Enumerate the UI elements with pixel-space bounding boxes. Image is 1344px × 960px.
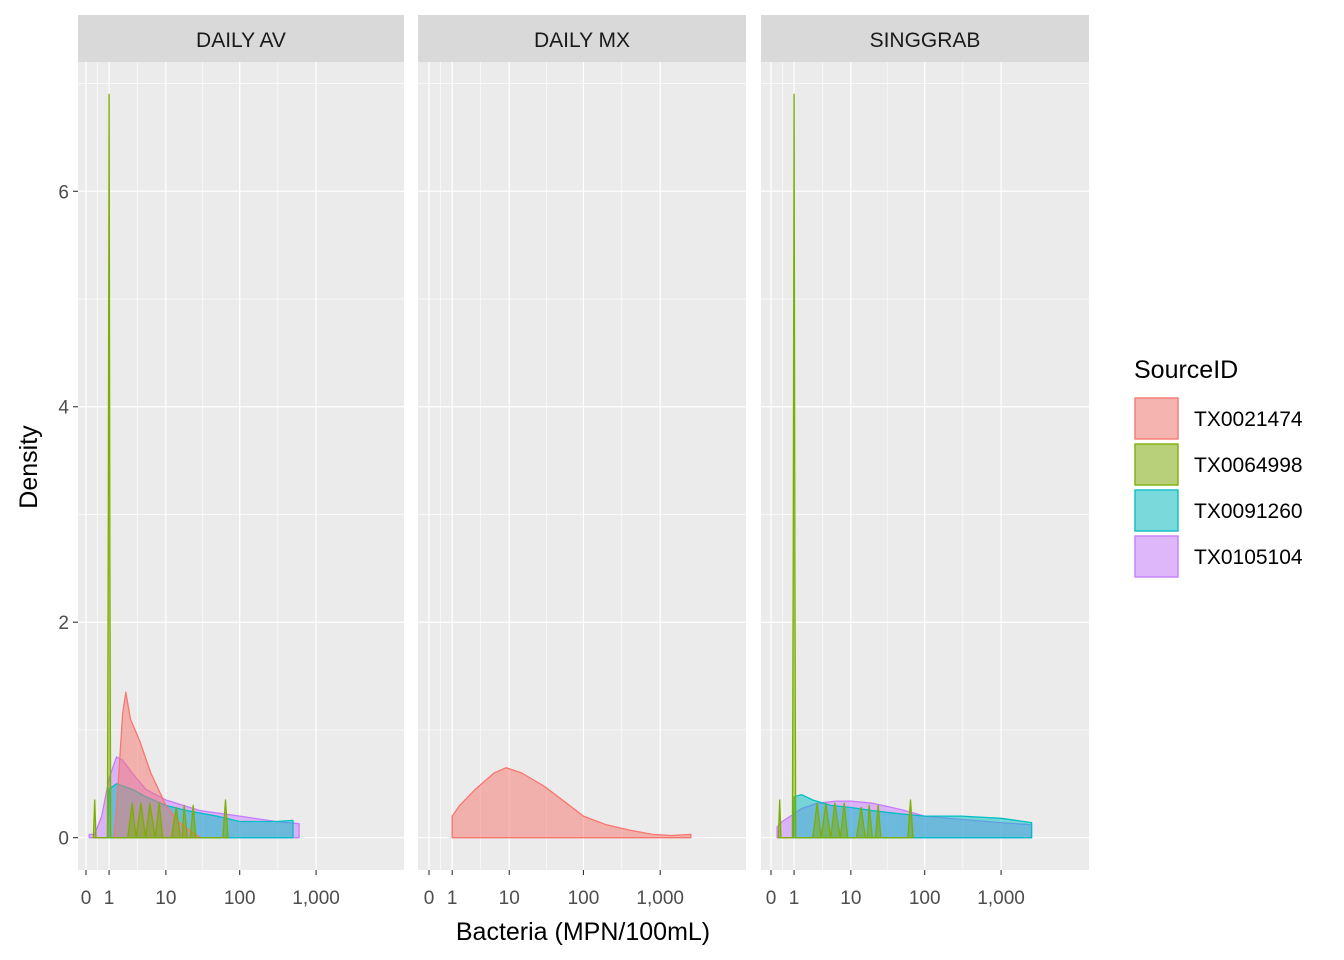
facet-panel-2: SINGGRAB 0 1 10 100 1,000 <box>761 15 1089 909</box>
facet-strip-label: DAILY AV <box>196 29 286 52</box>
legend-item: TX0021474 <box>1134 397 1303 440</box>
x-tick-label: 0 <box>766 888 777 909</box>
series-layer <box>88 93 300 839</box>
legend-key-swatch <box>1134 489 1179 532</box>
facet-strip <box>761 15 1089 62</box>
series-layer <box>776 93 1033 839</box>
panel-background <box>418 62 746 870</box>
legend-keys: TX0021474 TX0064998 TX0091260 TX0105104 <box>1134 397 1303 578</box>
legend-item: TX0064998 <box>1134 443 1303 486</box>
x-tick-label: 1 <box>104 888 115 909</box>
x-tick-label: 10 <box>499 888 520 909</box>
x-tick-label: 0 <box>424 888 435 909</box>
x-tick-label: 100 <box>224 888 256 909</box>
legend-key-swatch <box>1134 397 1179 440</box>
x-tick-label: 10 <box>840 888 861 909</box>
y-tick-label: 4 <box>58 398 69 419</box>
density-area-tx0021474 <box>113 691 202 839</box>
y-tick-label: 2 <box>58 613 69 634</box>
x-tick-label: 1,000 <box>292 888 340 909</box>
x-tick-label: 100 <box>909 888 941 909</box>
legend: SourceID TX0021474 TX0064998 TX0091260 TX01… <box>1134 356 1303 578</box>
x-tick-label: 100 <box>568 888 600 909</box>
x-axis-title: Bacteria (MPN/100mL) <box>456 918 710 946</box>
x-tick-label: 1,000 <box>636 888 684 909</box>
x-tick-label: 1,000 <box>977 888 1025 909</box>
series-layer <box>451 767 692 839</box>
y-tick-label: 6 <box>58 182 69 203</box>
x-tick-label: 0 <box>81 888 92 909</box>
facet-strip-label: DAILY MX <box>534 29 630 52</box>
legend-item: TX0091260 <box>1134 489 1303 532</box>
legend-label: TX0105104 <box>1194 546 1303 569</box>
facet-panel-1: DAILY MX 0 1 10 100 1,000 <box>418 15 746 909</box>
x-tick-label: 10 <box>155 888 176 909</box>
facet-strip <box>418 15 746 62</box>
legend-label: TX0091260 <box>1194 500 1303 523</box>
legend-label: TX0021474 <box>1194 408 1303 431</box>
facet-strip <box>78 15 404 62</box>
legend-key-swatch <box>1134 535 1179 578</box>
density-area-tx0091260 <box>792 793 1033 839</box>
y-axis-title: Density <box>15 425 43 509</box>
density-area-tx0064998 <box>92 93 229 839</box>
legend-item: TX0105104 <box>1134 535 1303 578</box>
density-area-tx0021474 <box>451 767 692 839</box>
legend-title: SourceID <box>1134 356 1238 384</box>
density-area-tx0064998 <box>777 93 914 839</box>
x-tick-label: 1 <box>447 888 458 909</box>
y-tick-label: 0 <box>58 829 69 850</box>
legend-key-swatch <box>1134 443 1179 486</box>
legend-label: TX0064998 <box>1194 454 1303 477</box>
x-tick-label: 1 <box>789 888 800 909</box>
facet-strip-label: SINGGRAB <box>870 29 981 52</box>
